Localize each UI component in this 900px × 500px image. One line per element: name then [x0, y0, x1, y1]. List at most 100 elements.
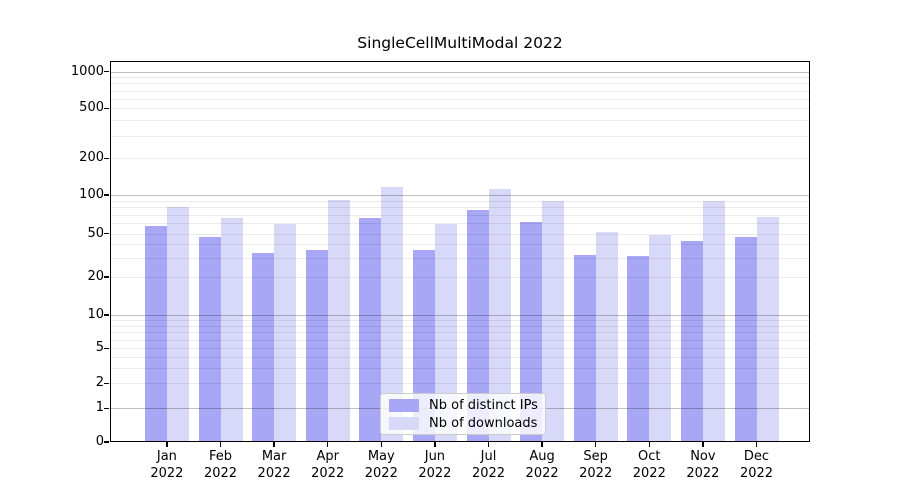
- bar-downloads-dec: [756, 217, 779, 442]
- xtick-mark-sep: [595, 442, 597, 447]
- xtick-month: Dec: [743, 449, 770, 464]
- xtick-mark-mar: [273, 442, 275, 447]
- chart-title: SingleCellMultiModal 2022: [357, 34, 563, 52]
- ytick-mark-200: [104, 157, 109, 159]
- ytick-label-2: 2: [95, 375, 104, 391]
- ytick-mark-2: [104, 382, 109, 384]
- gridline-minor-500: [110, 108, 810, 110]
- bar-distinct-ips-nov: [680, 240, 703, 442]
- xtick-label-sep: Sep 2022: [568, 449, 624, 482]
- bar-downloads-jan: [166, 207, 189, 442]
- bar-downloads-jul: [488, 188, 511, 442]
- xtick-label-oct: Oct 2022: [621, 449, 677, 482]
- gridline-major-1000: [110, 71, 810, 73]
- ytick-label-20: 20: [87, 269, 104, 284]
- bar-distinct-ips-dec: [734, 237, 757, 442]
- ytick-label-50: 50: [87, 225, 104, 241]
- gridline-minor-50: [110, 233, 810, 235]
- gridline-major-10: [110, 315, 810, 316]
- bar-distinct-ips-feb: [198, 237, 221, 442]
- ytick-mark-20: [104, 276, 109, 278]
- bar-distinct-ips-aug: [520, 222, 543, 442]
- bar-distinct-ips-mar: [252, 253, 275, 442]
- legend-item-downloads: Nb of downloads: [389, 416, 537, 431]
- bar-distinct-ips-jan: [144, 226, 167, 442]
- ytick-mark-0: [104, 441, 109, 443]
- xtick-year: 2022: [150, 465, 184, 481]
- bar-downloads-nov: [702, 201, 725, 442]
- xtick-month: May: [367, 449, 395, 464]
- ytick-label-5: 5: [95, 340, 104, 356]
- xtick-label-jan: Jan 2022: [139, 449, 195, 482]
- ytick-label-0: 0: [95, 434, 104, 449]
- xtick-year: 2022: [739, 465, 774, 481]
- xtick-mark-jul: [487, 442, 490, 447]
- xtick-month: Nov: [690, 449, 716, 464]
- plot-frame: [110, 61, 810, 442]
- legend-label-downloads: Nb of downloads: [429, 415, 538, 431]
- bar-downloads-oct: [649, 235, 672, 442]
- xtick-label-apr: Apr 2022: [300, 449, 356, 482]
- xtick-year: 2022: [364, 465, 398, 481]
- bar-distinct-ips-oct: [627, 256, 650, 442]
- xtick-year: 2022: [686, 465, 720, 481]
- bar-downloads-apr: [327, 200, 350, 442]
- gridline-minor-9: [110, 320, 810, 322]
- ytick-mark-1000: [104, 71, 109, 73]
- gridline-minor-300: [110, 136, 810, 138]
- ytick-label-1000: 1000: [70, 63, 104, 79]
- xtick-year: 2022: [418, 465, 452, 481]
- gridline-minor-600: [110, 98, 810, 100]
- xtick-mark-aug: [541, 442, 543, 447]
- bar-distinct-ips-sep: [573, 254, 596, 442]
- xtick-label-dec: Dec 2022: [729, 449, 785, 482]
- xtick-label-aug: Aug 2022: [514, 449, 570, 482]
- xtick-month: Mar: [261, 449, 287, 464]
- xtick-mark-nov: [702, 442, 704, 447]
- xtick-month: Jun: [424, 449, 446, 464]
- gridline-major-100: [110, 195, 810, 196]
- xtick-mark-feb: [219, 442, 222, 447]
- xtick-month: Sep: [583, 449, 608, 464]
- gridline-minor-20: [110, 277, 810, 278]
- xtick-mark-jan: [166, 442, 168, 447]
- gridline-minor-200: [110, 158, 810, 160]
- bar-downloads-feb: [220, 218, 243, 442]
- gridline-minor-4: [110, 356, 810, 358]
- gridline-minor-8: [110, 325, 810, 327]
- legend-swatch-distinct-ips: [389, 398, 419, 412]
- gridline-minor-7: [110, 332, 810, 334]
- xtick-year: 2022: [311, 465, 345, 481]
- gridline-minor-700: [110, 90, 810, 92]
- ytick-mark-10: [104, 314, 109, 316]
- gridline-minor-90: [110, 200, 810, 202]
- xtick-month: Aug: [529, 449, 555, 464]
- xtick-mark-apr: [327, 442, 329, 447]
- xtick-mark-jun: [434, 442, 436, 447]
- legend-swatch-downloads: [389, 416, 419, 430]
- bar-distinct-ips-apr: [305, 250, 328, 442]
- ytick-mark-500: [104, 107, 109, 109]
- gridline-minor-80: [110, 207, 810, 209]
- bar-downloads-mar: [274, 224, 297, 442]
- xtick-month: Feb: [208, 449, 233, 464]
- bar-downloads-may: [381, 187, 404, 442]
- ytick-mark-100: [104, 194, 109, 196]
- bar-downloads-aug: [542, 201, 565, 442]
- ytick-mark-50: [104, 232, 109, 235]
- xtick-year: 2022: [203, 465, 238, 481]
- xtick-year: 2022: [525, 465, 559, 481]
- xtick-month: Oct: [638, 449, 661, 464]
- legend: Nb of distinct IPs Nb of downloads: [380, 393, 546, 435]
- xtick-mark-dec: [755, 442, 758, 447]
- ytick-label-100: 100: [79, 187, 104, 202]
- xtick-label-feb: Feb 2022: [193, 449, 249, 482]
- xtick-label-jul: Jul 2022: [461, 449, 517, 482]
- gridline-minor-70: [110, 214, 810, 216]
- ytick-mark-5: [104, 347, 109, 349]
- ytick-label-10: 10: [87, 307, 104, 322]
- ytick-label-500: 500: [79, 100, 104, 116]
